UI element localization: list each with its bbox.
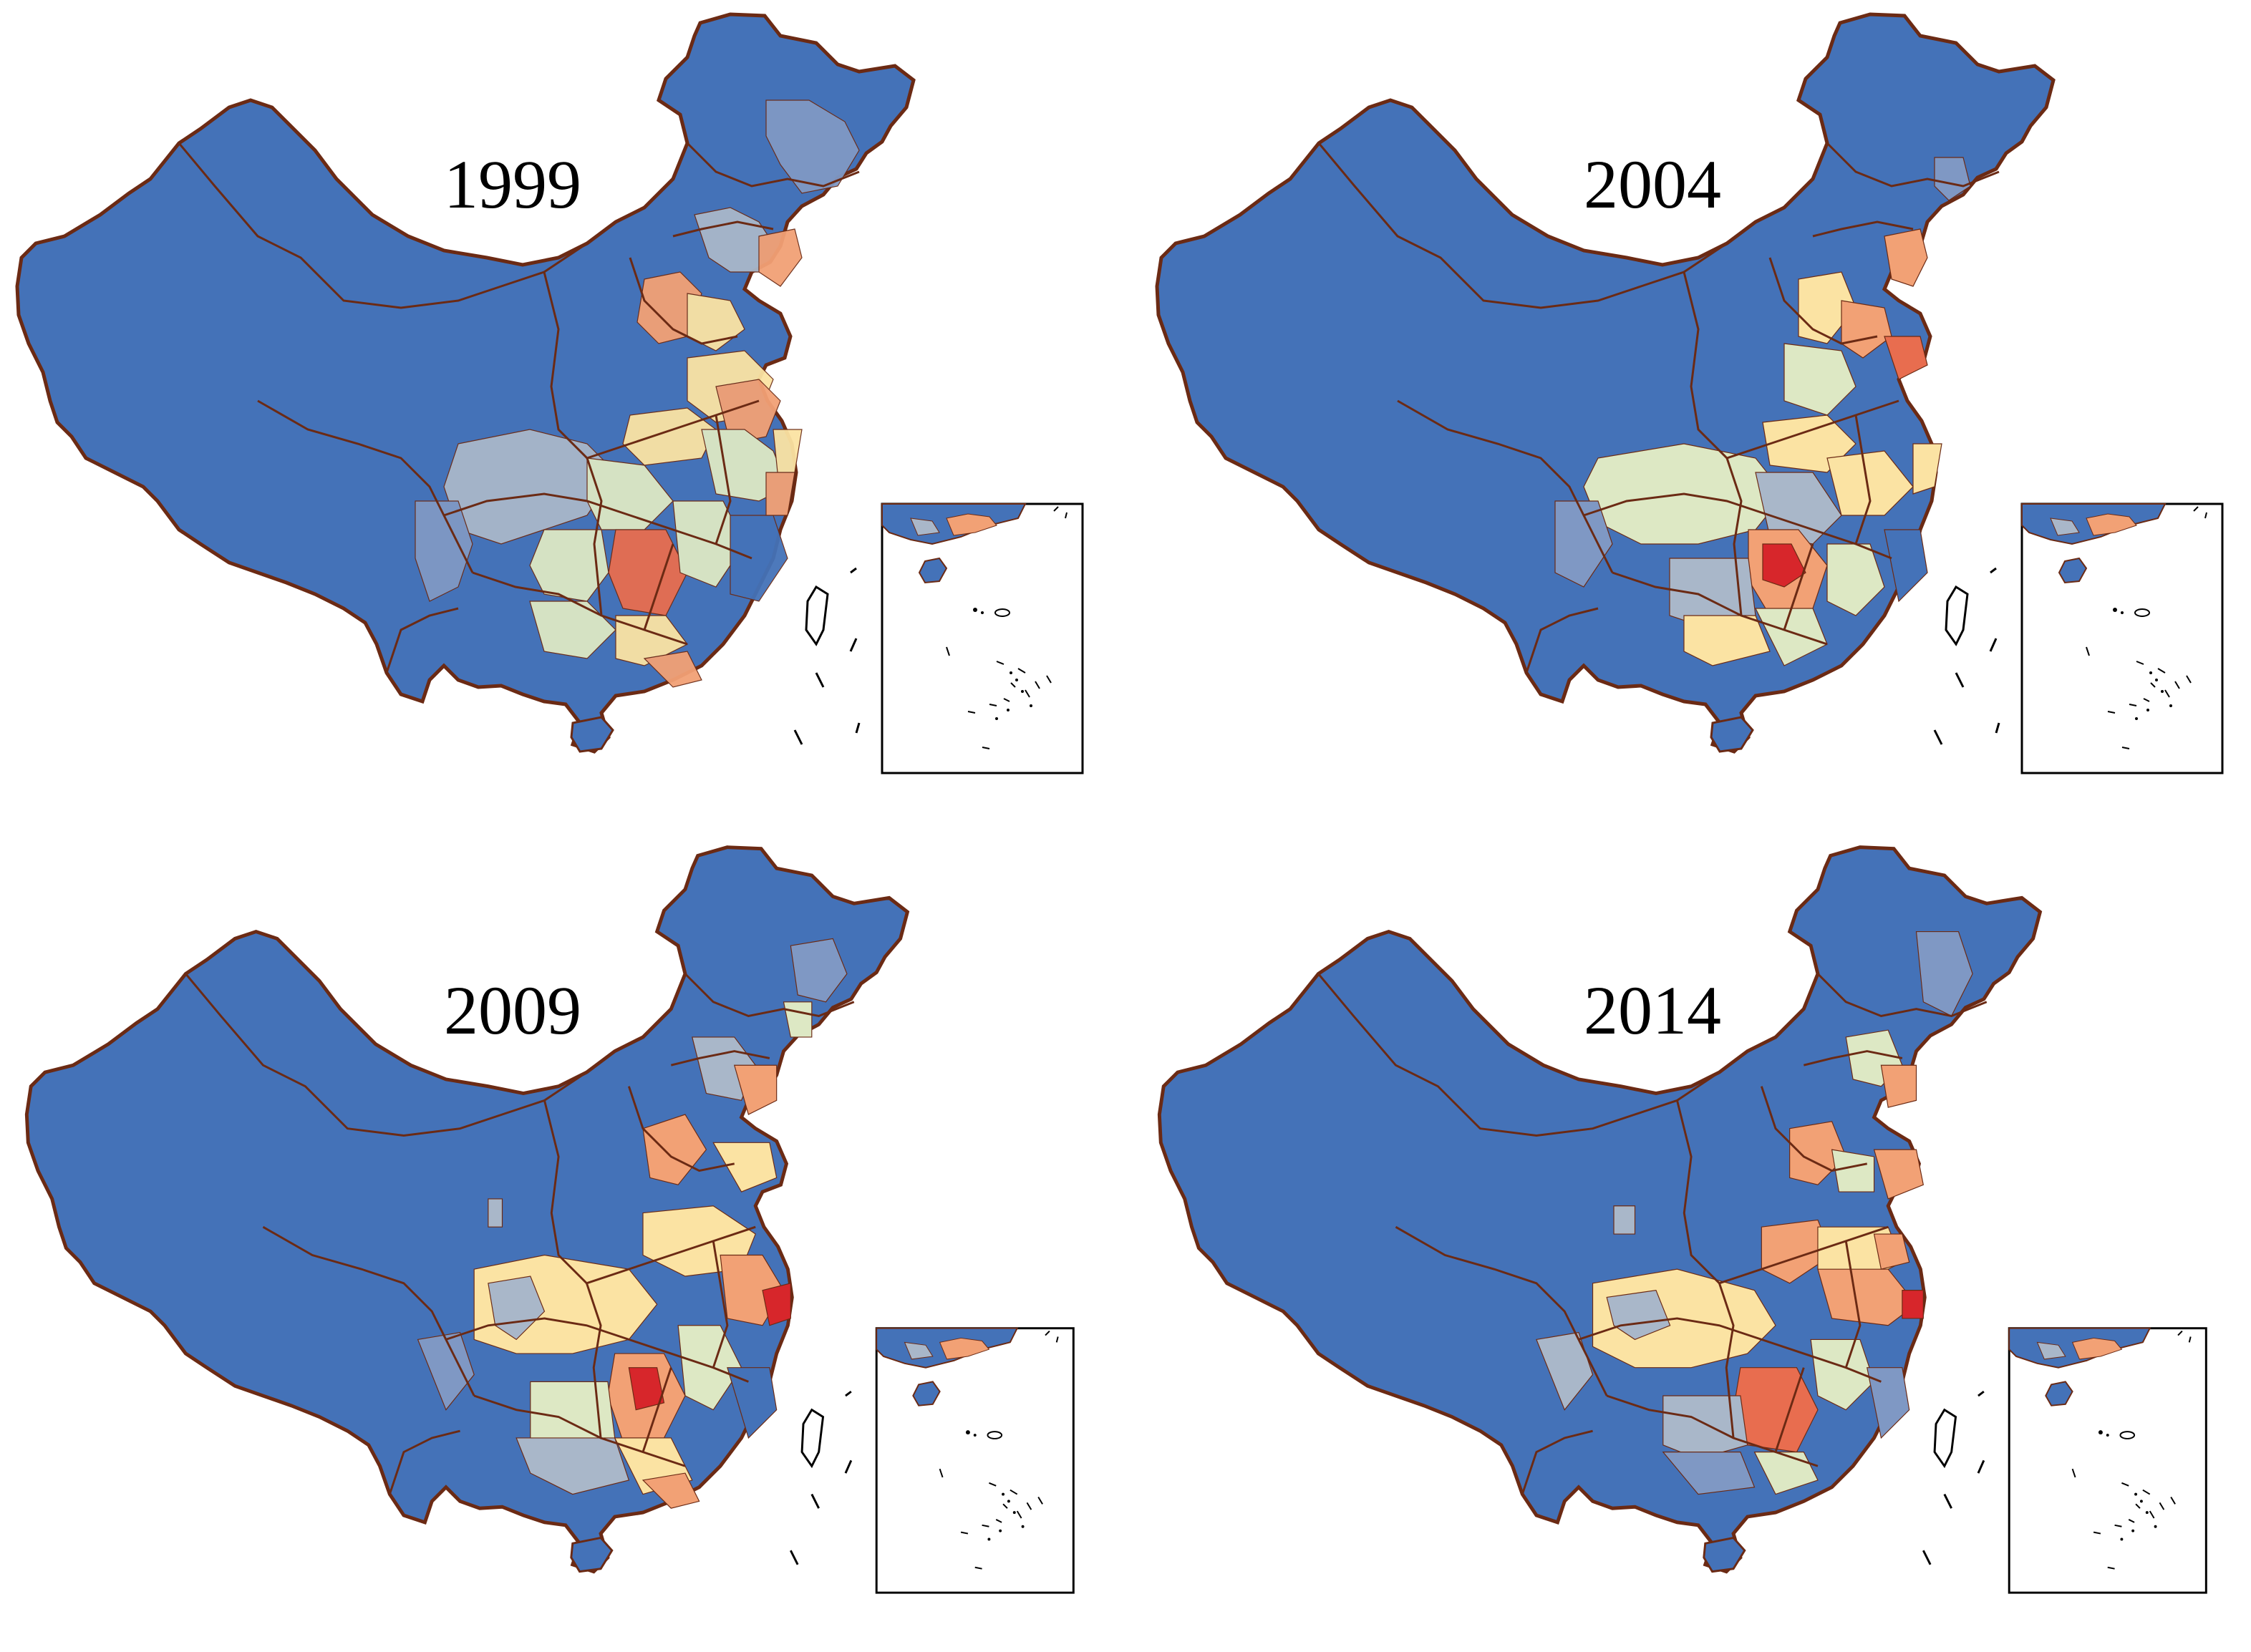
dashed-line-marks: [1922, 1390, 1985, 1565]
china-map-2004: [1140, 0, 2224, 774]
taiwan-island: [1933, 1408, 1957, 1469]
map-panel-2009: 2009: [0, 833, 1126, 1652]
province-regions: [1554, 157, 1971, 666]
taiwan-island: [805, 585, 829, 646]
taiwan-island: [800, 1408, 825, 1469]
year-label: 1999: [444, 146, 581, 223]
year-label: 2009: [444, 972, 581, 1049]
dashed-line-marks: [793, 567, 889, 745]
dashed-line-marks: [1933, 567, 2000, 745]
dashed-line-marks: [790, 1390, 853, 1565]
south-china-sea-inset: [2008, 1327, 2207, 1594]
hainan-island: [1710, 716, 1754, 753]
china-map-1999: [0, 0, 1084, 774]
south-china-sea-inset: [2020, 502, 2224, 774]
map-panel-1999: 1999: [0, 0, 1126, 819]
china-map-2009: [0, 833, 1075, 1594]
year-label: 2014: [1584, 972, 1721, 1049]
map-panel-2014: 2014: [1140, 833, 2251, 1652]
south-china-sea-inset: [881, 502, 1084, 774]
hainan-island: [570, 716, 614, 753]
hainan-island: [570, 1536, 614, 1573]
south-china-sea-inset: [875, 1327, 1075, 1594]
china-map-2014: [1140, 833, 2207, 1594]
taiwan-island: [1945, 585, 1969, 646]
year-label: 2004: [1584, 146, 1721, 223]
map-panel-2004: 2004: [1140, 0, 2251, 819]
hainan-island: [1703, 1536, 1746, 1573]
province-regions: [415, 99, 860, 688]
